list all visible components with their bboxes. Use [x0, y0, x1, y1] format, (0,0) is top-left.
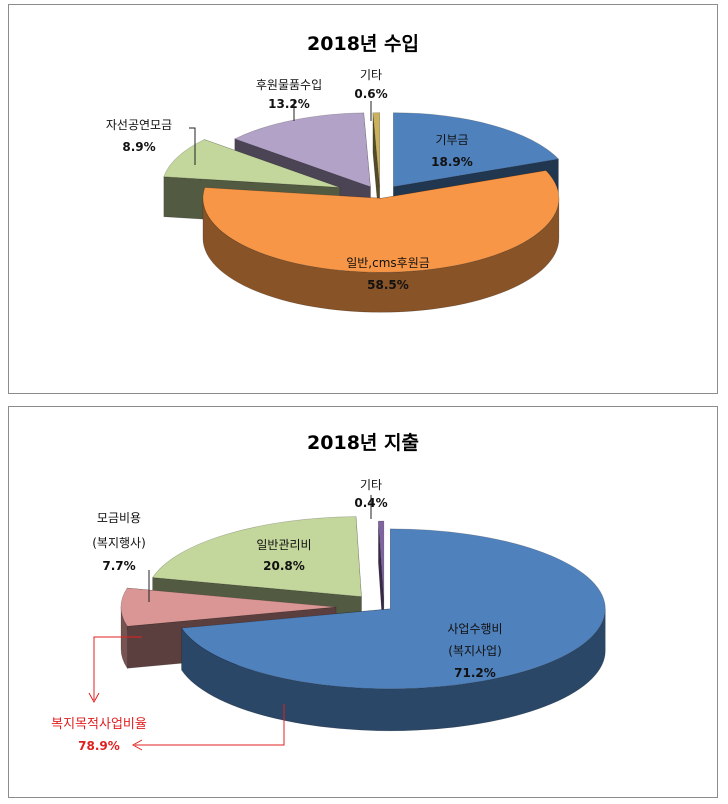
expense-chart-title: 2018년 지출 [307, 432, 419, 454]
income-pie-chart: 2018년 수입 기부금 18.9% 일반,cms후원금 58.5% 자선공연모… [106, 33, 560, 313]
slice-label-gita-expense: 기타 [360, 478, 382, 492]
slice-value-huwon: 13.2% [268, 97, 310, 111]
slice-value-gibugeum: 18.9% [431, 155, 473, 169]
slice-label2-saeop: (복지사업) [448, 644, 502, 658]
slice-label-gibugeum: 기부금 [435, 133, 468, 147]
ratio-annotation-label: 복지목적사업비율 [51, 717, 147, 732]
pie-slice-사업수행비 [181, 528, 606, 690]
slice-label-saeop: 사업수행비 [447, 621, 502, 636]
slice-label-ilban-gwanri: 일반관리비 [256, 538, 311, 552]
slice-value-ilban-gwanri: 20.8% [263, 559, 305, 573]
slice-value-gita-expense: 0.4% [354, 496, 387, 510]
income-chart-title: 2018년 수입 [307, 33, 419, 55]
ratio-annotation-value: 78.9% [78, 739, 120, 753]
ratio-arrowhead-down [88, 692, 100, 704]
leader-line-jaseon [189, 127, 196, 165]
ratio-arrowhead-left [131, 739, 143, 751]
pie-slice-일반관리비 [152, 516, 362, 597]
pie-slice-기타 [372, 112, 380, 187]
slice-value-jaseon: 8.9% [122, 140, 155, 154]
slice-label2-mogeum: (복지행사) [92, 535, 146, 550]
expense-chart-panel: 2018년 지출 사업수행비 (복지사업) 71.2% 모금비용 (복지행사) … [8, 406, 718, 798]
pie-slice-기부금 [393, 112, 560, 188]
slice-label-huwon: 후원물품수입 [256, 78, 322, 92]
slice-label-ilban: 일반,cms후원금 [346, 256, 430, 270]
slice-value-ilban: 58.5% [367, 278, 409, 292]
pie-slice-일반-cms후원금 [202, 170, 560, 273]
slice-label-mogeum: 모금비용 [97, 511, 141, 525]
pie-slice-자선공연모금 [163, 139, 341, 188]
slice-value-gita-income: 0.6% [354, 87, 387, 101]
slice-label-jaseon: 자선공연모금 [106, 118, 172, 132]
slice-value-mogeum: 7.7% [102, 559, 135, 573]
ratio-arrow-horizontal [135, 704, 285, 746]
ratio-arrow-vertical [93, 636, 142, 700]
pie-slice-후원물품수입 [234, 112, 371, 188]
expense-pie-chart: 2018년 지출 사업수행비 (복지사업) 71.2% 모금비용 (복지행사) … [51, 432, 606, 753]
pie-slice-모금비용 [120, 587, 337, 627]
slice-value-saeop: 71.2% [454, 666, 496, 680]
income-chart-panel: 2018년 수입 기부금 18.9% 일반,cms후원금 58.5% 자선공연모… [8, 4, 718, 394]
pie-slice-기타 [378, 520, 385, 602]
slice-label-gita-income: 기타 [360, 68, 382, 82]
